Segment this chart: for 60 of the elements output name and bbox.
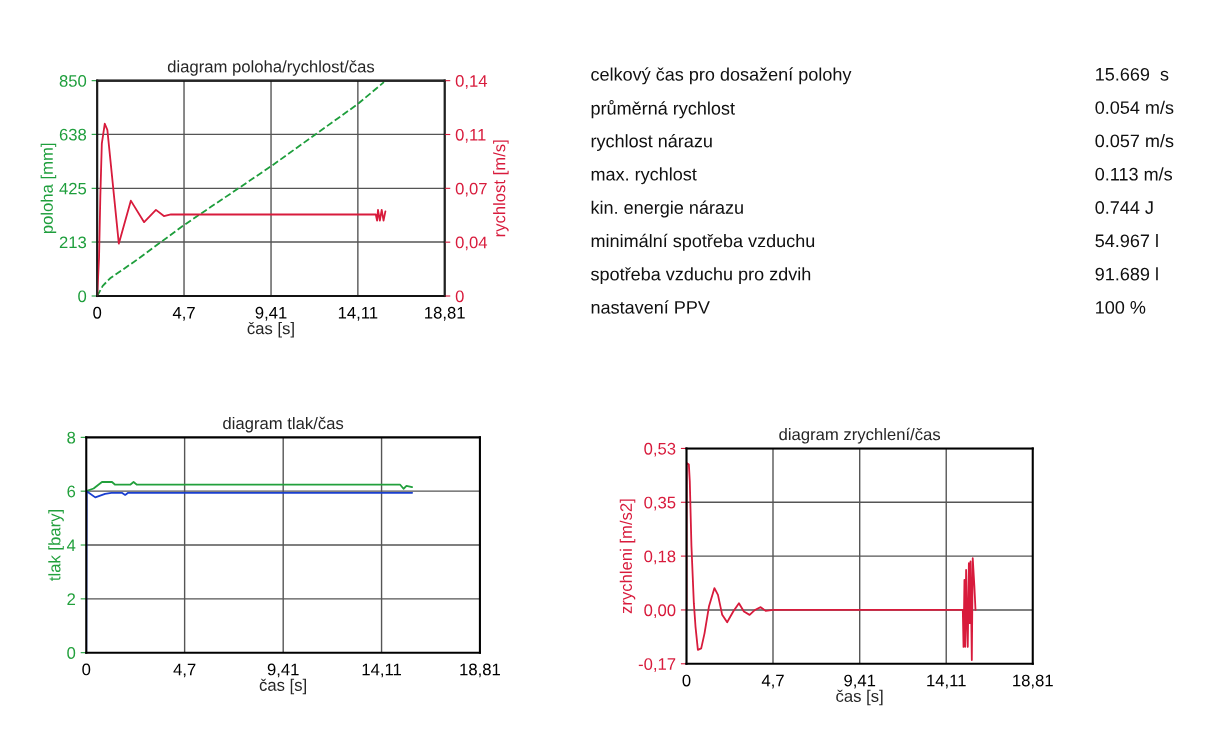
y2-tick-label: 0,14 [455, 75, 488, 89]
x-tick-label: 14,11 [362, 663, 401, 678]
x-axis-title: čas [s] [836, 689, 883, 706]
y-tick-label: 0,00 [644, 604, 676, 619]
text: 0.744 J [1095, 201, 1153, 214]
x-tick-label: 9,41 [267, 663, 299, 678]
y2-tick-label: 0,11 [455, 128, 486, 143]
y-axis-title: poloha [mm] [40, 143, 57, 234]
x-tick-label: 4,7 [761, 674, 784, 689]
y2-tick-label: 0,04 [455, 236, 488, 251]
y-tick-label: 638 [59, 128, 87, 141]
x-tick-label: 14,11 [927, 674, 966, 689]
text: 0.054 m/s [1095, 100, 1174, 114]
text: spotřeba vzduchu pro zdvih [590, 267, 811, 285]
text: max. rychlost [591, 167, 697, 185]
x-tick-label: 18,81 [460, 663, 500, 678]
x-axis-title: čas [s] [247, 321, 294, 338]
text: průměrná rychlost [591, 100, 735, 119]
text: 15.669 s [1096, 67, 1169, 81]
text: nastavení PPV [591, 300, 710, 314]
text: 100 % [1096, 301, 1146, 314]
y-tick-label: 0,35 [644, 496, 676, 511]
y-tick-label: 0 [67, 647, 76, 659]
text: minimální spotřeba vzduchu [591, 233, 815, 251]
y2-axis-title: rychlost [m/s] [493, 140, 509, 237]
y2-tick-label: 0 [455, 290, 464, 303]
x-tick-label: 18,81 [425, 306, 465, 321]
chart-title: diagram tlak/čas [223, 416, 344, 433]
y-tick-label: 4 [66, 539, 76, 552]
text: 54.967 l [1095, 233, 1158, 248]
y-tick-label: 0,18 [644, 550, 676, 565]
y-tick-label: 8 [67, 431, 76, 444]
y2-tick-label: 0,07 [455, 182, 487, 197]
x-tick-label: 9,41 [844, 674, 876, 689]
x-axis-title: čas [s] [259, 678, 306, 695]
x-tick-label: 4,7 [173, 663, 196, 678]
text: celkový čas pro dosažení polohy [591, 67, 852, 85]
y-tick-label: 213 [59, 236, 87, 249]
x-tick-label: 0 [93, 306, 102, 319]
y-axis-title: tlak [bary] [48, 510, 64, 581]
y-tick-label: 0 [78, 290, 87, 303]
text: kin. energie nárazu [591, 200, 743, 218]
y-tick-label: 425 [59, 182, 87, 195]
y-tick-label: 0,53 [644, 442, 676, 457]
text: rychlost nárazu [591, 133, 712, 151]
x-tick-label: 9,41 [255, 306, 287, 321]
y-tick-label: 850 [59, 75, 87, 87]
y-tick-label: 2 [67, 593, 76, 605]
text: 0.057 m/s [1095, 134, 1174, 148]
chart-title: diagram zrychlení/čas [779, 427, 941, 444]
x-tick-label: 4,7 [172, 307, 195, 321]
text: 91.689 l [1095, 267, 1158, 281]
y-tick-label: -0,17 [638, 658, 676, 672]
chart-title: diagram poloha/rychlost/čas [167, 60, 375, 76]
y-axis-title: zrychleni [m/s2] [619, 499, 636, 614]
x-tick-label: 18,81 [1013, 674, 1053, 689]
x-tick-label: 0 [682, 674, 691, 687]
text: 0.113 m/s [1095, 167, 1173, 181]
x-tick-label: 14,11 [338, 307, 378, 321]
y-tick-label: 6 [67, 485, 76, 498]
